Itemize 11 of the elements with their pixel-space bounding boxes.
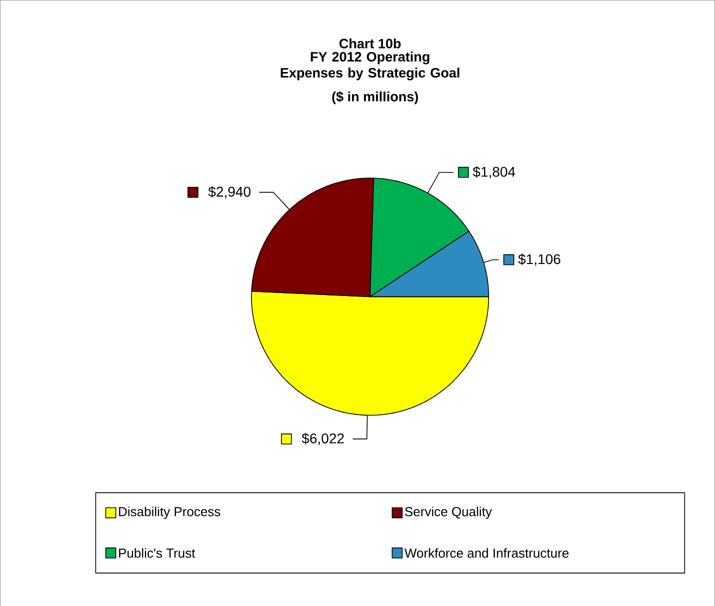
data-label: $1,106: [518, 253, 560, 266]
data-label: $1,804: [472, 166, 516, 178]
chart-title: Chart 10b: [339, 38, 401, 48]
legend-label: Public's Trust: [119, 548, 196, 558]
legend-label: Disability Process: [119, 506, 220, 519]
legend-label: Workforce and Infrastructure: [404, 548, 569, 558]
chart-subtitle: FY 2012 Operating Expenses by Strategic Goal: [280, 51, 460, 80]
text: ($ in millions): [332, 91, 418, 104]
legend-label: Service Quality: [405, 506, 492, 519]
data-label: $6,022: [302, 432, 344, 445]
data-label: $2,940: [208, 186, 250, 198]
